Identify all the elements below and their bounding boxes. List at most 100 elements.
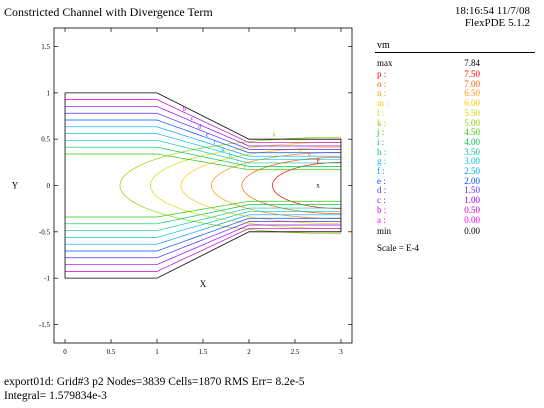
contour-label-k: k — [273, 132, 276, 138]
x-tick-label: 2 — [247, 348, 251, 356]
legend-value-c: 1.00 — [464, 195, 480, 206]
y-axis-label: Y — [12, 181, 19, 191]
contour-line-g — [65, 133, 341, 160]
contour-label-l: l — [281, 137, 283, 143]
contour-line-j — [65, 153, 341, 171]
legend-key-c: c : — [377, 195, 386, 206]
contour-line-e — [65, 119, 341, 154]
legend-value-m: 6.00 — [464, 98, 480, 109]
legend-value-k: 5.00 — [464, 117, 480, 128]
max-marker: x — [316, 182, 320, 190]
contour-label-n: n — [299, 147, 302, 153]
contour-line-f — [65, 214, 341, 245]
legend-value-f: 2.50 — [464, 166, 480, 176]
contour-line-e — [65, 217, 341, 252]
contour-line-i — [65, 204, 341, 225]
contour-line-c — [65, 224, 341, 265]
contour-line-h — [65, 140, 341, 164]
contour-label-c: c — [191, 116, 194, 122]
contour-label-f: f — [214, 139, 216, 146]
legend-key-e: e : — [377, 175, 386, 186]
contour-label-m: m — [290, 142, 295, 148]
legend-value-i: 4.00 — [464, 136, 480, 147]
x-tick-label: 3 — [339, 348, 343, 356]
x-tick-label: 0.5 — [107, 348, 116, 356]
legend-value-h: 3.50 — [464, 146, 480, 157]
y-tick-label: -1.5 — [39, 321, 51, 329]
contour-loop-n — [211, 152, 341, 219]
contour-line-f — [65, 126, 341, 157]
contour-label-b: b — [183, 107, 186, 113]
legend-key-o: o : — [377, 78, 387, 89]
legend-key-i: i : — [377, 136, 385, 147]
legend-key-f: f : — [377, 166, 385, 176]
contour-line-i — [65, 146, 341, 167]
legend-value-a: 0.00 — [464, 214, 480, 225]
y-tick-label: 1.5 — [41, 43, 50, 51]
contour-line-b — [65, 228, 341, 272]
contour-line-b — [65, 99, 341, 143]
legend-value-j: 4.50 — [464, 127, 480, 138]
y-tick-label: 0.5 — [41, 136, 50, 144]
legend-min-value: 0.00 — [464, 226, 480, 236]
legend-value-l: 5.50 — [464, 107, 480, 118]
contour-loop-o — [241, 157, 341, 214]
contour-label-j: j — [243, 164, 246, 170]
legend-value-e: 2.00 — [464, 175, 480, 186]
x-tick-label: 0 — [63, 348, 67, 356]
legend-value-o: 7.00 — [464, 78, 480, 89]
integral-readout: Integral= 1.579834e-3 — [4, 390, 107, 402]
contour-loop-p — [272, 162, 341, 209]
legend-key-m: m : — [377, 98, 389, 109]
legend-key-j: j : — [377, 127, 385, 138]
legend-variable: vm — [377, 40, 390, 51]
y-tick-label: -0.5 — [39, 228, 51, 236]
contour-line-c — [65, 106, 341, 147]
contour-label-d: d — [198, 124, 201, 130]
contour-line-d — [65, 221, 341, 259]
contour-label-e: e — [206, 132, 209, 138]
legend-key-b: b : — [377, 204, 387, 215]
legend-key-h: h : — [377, 146, 387, 157]
y-tick-label: 0 — [47, 182, 51, 190]
contour-line-g — [65, 211, 341, 238]
legend-key-l: l : — [377, 107, 385, 118]
contour-label-h: h — [229, 153, 232, 159]
y-tick-label: 1 — [47, 89, 51, 97]
contour-line-j — [65, 200, 341, 218]
legend-value-b: 0.50 — [464, 204, 480, 215]
legend-key-g: g : — [377, 156, 387, 167]
legend-key-n: n : — [377, 88, 387, 99]
run-summary: export01d: Grid#3 p2 Nodes=3839 Cells=18… — [4, 376, 305, 388]
legend-min-label: min — [377, 226, 392, 236]
contour-line-h — [65, 207, 341, 231]
x-tick-label: 1.5 — [199, 348, 208, 356]
legend-value-g: 3.00 — [464, 156, 480, 167]
legend-value-n: 6.50 — [464, 88, 480, 99]
version-label: FlexPDE 5.1.2 — [464, 17, 530, 29]
legend-key-a: a : — [377, 214, 386, 225]
contour-label-o: o — [308, 152, 311, 158]
x-tick-label: 2.5 — [291, 348, 300, 356]
channel-boundary — [64, 92, 342, 279]
legend-max-label: max — [377, 58, 393, 68]
legend-key-k: k : — [377, 117, 387, 128]
contour-label-p: p — [317, 157, 320, 163]
legend-max-value: 7.84 — [464, 58, 480, 68]
y-tick-label: -1 — [44, 275, 50, 283]
plot-frame — [53, 27, 353, 344]
timestamp: 18:16:54 11/7/08 — [454, 5, 530, 17]
contour-loop-k — [119, 136, 341, 235]
contour-label-i: i — [236, 159, 238, 165]
legend-key-d: d : — [377, 185, 387, 196]
contour-label-g: g — [221, 147, 224, 153]
legend-key-p: p : — [377, 69, 387, 79]
chart-title: Constricted Channel with Divergence Term — [4, 5, 213, 19]
x-axis-label: X — [200, 279, 207, 289]
legend-scale: Scale = E-4 — [377, 243, 420, 253]
contour-line-d — [65, 112, 341, 150]
x-tick-label: 1 — [155, 348, 159, 356]
legend-divider — [375, 52, 535, 53]
legend-value-p: 7.50 — [464, 69, 480, 79]
